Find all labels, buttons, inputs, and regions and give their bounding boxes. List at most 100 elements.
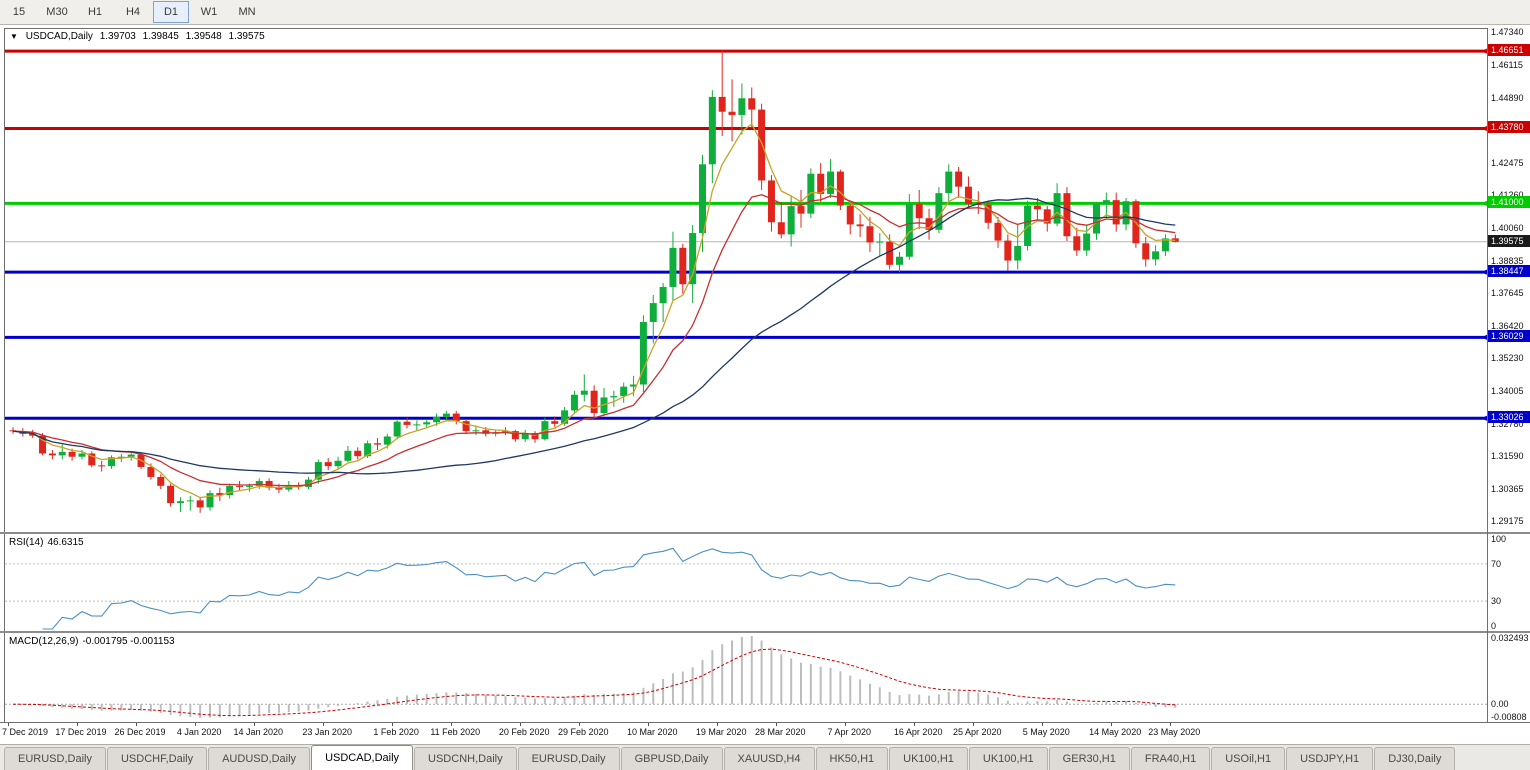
price-tick: 1.38835: [1491, 255, 1524, 266]
date-tick: [973, 723, 975, 726]
rsi-panel[interactable]: [4, 534, 1488, 631]
tab-dj30-daily[interactable]: DJ30,Daily: [1374, 747, 1456, 770]
macd-signal-line: [13, 648, 1176, 717]
candlestick-chart[interactable]: [4, 28, 1488, 533]
fast-ma-line: [12, 123, 1176, 499]
tab-hk50-h1[interactable]: HK50,H1: [815, 747, 889, 770]
tab-usdcnh-daily[interactable]: USDCNH,Daily: [414, 747, 517, 770]
timeframe-button-15[interactable]: 15: [12, 6, 26, 18]
price-tick: 1.44890: [1491, 92, 1524, 103]
hline-price-badge-1.36029[interactable]: 1.36029: [1488, 330, 1530, 343]
price-tick: 1.42475: [1491, 157, 1524, 168]
date-label: 10 Mar 2020: [626, 727, 678, 737]
hline-price-badge-1.33026[interactable]: 1.33026: [1488, 411, 1530, 424]
tab-usdcad-daily[interactable]: USDCAD,Daily: [311, 745, 414, 770]
date-tick: [8, 723, 9, 726]
timeframe-button-mn[interactable]: MN: [238, 6, 256, 18]
timeframe-button-d1[interactable]: D1: [153, 1, 189, 23]
macd-panel[interactable]: [4, 633, 1488, 722]
price-tick: 1.34005: [1491, 385, 1524, 396]
medium-ma-line: [12, 194, 1176, 487]
hline-price-badge-1.38447[interactable]: 1.38447: [1488, 265, 1530, 278]
date-tick: [136, 723, 138, 726]
hline-price-badge-1.43780[interactable]: 1.43780: [1488, 121, 1530, 134]
date-tick: [392, 723, 394, 726]
tab-xauusd-h4[interactable]: XAUUSD,H4: [723, 747, 815, 770]
tab-eurusd-daily[interactable]: EURUSD,Daily: [4, 747, 106, 770]
price-tick: 1.31590: [1491, 450, 1524, 461]
moving-averages-layer: [12, 123, 1176, 499]
price-tick: 1.46115: [1491, 59, 1523, 70]
date-label: 14 May 2020: [1089, 727, 1142, 737]
tab-usoil-h1[interactable]: USOil,H1: [1211, 747, 1286, 770]
date-tick: [1170, 723, 1172, 726]
timeframe-button-m30[interactable]: M30: [46, 6, 68, 18]
date-label: 23 May 2020: [1148, 727, 1201, 737]
date-tick: [776, 723, 778, 726]
date-tick: [195, 723, 197, 726]
date-label: 29 Feb 2020: [558, 727, 609, 737]
date-label: 26 Dec 2019: [114, 727, 166, 737]
tab-uk100-h1[interactable]: UK100,H1: [889, 747, 968, 770]
date-tick: [323, 723, 325, 726]
panel-separator[interactable]: [0, 631, 1530, 633]
tab-ger30-h1[interactable]: GER30,H1: [1048, 747, 1130, 770]
axis-border: [1487, 28, 1488, 722]
panel-separator[interactable]: [0, 532, 1530, 534]
macd-name: MACD(12,26,9): [9, 636, 79, 647]
horizontal-levels-layer[interactable]: [5, 48, 1488, 422]
chart-dropdown-icon[interactable]: ▼: [10, 32, 18, 41]
price-tick: 1.35230: [1491, 352, 1524, 363]
rsi-line: [42, 547, 1176, 630]
date-label: 23 Jan 2020: [302, 727, 352, 737]
timeframe-button-w1[interactable]: W1: [200, 6, 218, 18]
date-axis[interactable]: 7 Dec 2019 17 Dec 2019 26 Dec 2019 4 Jan 20…: [0, 722, 1530, 743]
price-tick: 1.30365: [1491, 484, 1524, 494]
rsi-name: RSI(14): [9, 537, 44, 548]
macd-histogram: [21, 635, 1177, 719]
tab-usdchf-daily[interactable]: USDCHF,Daily: [106, 747, 208, 770]
price-tick: 1.47340: [1491, 26, 1524, 37]
date-tick: [254, 723, 256, 726]
rsi-value: 46.6315: [47, 537, 84, 548]
date-tick: [451, 723, 453, 726]
price-axis: 1.47340 1.46115 1.44890 1.42475 1.41260 1.400…: [1488, 26, 1530, 532]
tab-eurusd-daily[interactable]: EURUSD,Daily: [517, 747, 620, 770]
slow-ma-line: [12, 197, 1176, 475]
price-tick: 1.37645: [1491, 287, 1524, 298]
bar-open: 1.39703: [99, 31, 136, 42]
tab-uk100-h1[interactable]: UK100,H1: [968, 747, 1048, 770]
macd-tick: -0.00808: [1491, 712, 1527, 722]
rsi-indicator-label: RSI(14) 46.6315: [9, 537, 88, 548]
chart-symbol: USDCAD,Daily: [25, 31, 93, 42]
tab-audusd-daily[interactable]: AUDUSD,Daily: [208, 747, 311, 770]
tab-gbpusd-daily[interactable]: GBPUSD,Daily: [620, 747, 723, 770]
chart-title: ▼ USDCAD,Daily 1.39703 1.39845 1.39548 1…: [10, 31, 269, 42]
date-label: 20 Feb 2020: [498, 727, 550, 737]
macd-axis: 0.032493 0.00 -0.00808: [1488, 633, 1530, 722]
tab-fra40-h1[interactable]: FRA40,H1: [1130, 747, 1211, 770]
price-tick: 1.32780: [1491, 418, 1524, 429]
date-label: 16 Apr 2020: [893, 727, 943, 737]
hline-price-badge-1.46651[interactable]: 1.46651: [1488, 44, 1530, 57]
tab-usdjpy-h1[interactable]: USDJPY,H1: [1286, 747, 1374, 770]
macd-tick: 0.032493: [1491, 633, 1529, 643]
date-tick: [76, 723, 78, 726]
current-price-badge: 1.39575: [1488, 234, 1530, 247]
hline-price-badge-1.41000[interactable]: 1.41000: [1488, 196, 1530, 209]
rsi-tick: 70: [1491, 558, 1502, 569]
rsi-axis: 100 70 30 0: [1488, 534, 1530, 631]
macd-values: -0.001795 -0.001153: [82, 636, 175, 647]
date-label: 14 Jan 2020: [233, 727, 284, 737]
price-tick: 1.29175: [1491, 516, 1524, 527]
rsi-tick: 0: [1491, 621, 1497, 631]
price-tick: 1.40060: [1491, 222, 1524, 233]
timeframe-button-h4[interactable]: H4: [125, 6, 141, 18]
macd-tick: 0.00: [1491, 699, 1509, 710]
date-tick: [717, 723, 719, 726]
date-tick: [648, 723, 650, 726]
macd-indicator-label: MACD(12,26,9) -0.001795 -0.001153: [9, 636, 179, 647]
timeframe-button-h1[interactable]: H1: [87, 6, 103, 18]
price-tick: 1.36420: [1491, 320, 1524, 331]
